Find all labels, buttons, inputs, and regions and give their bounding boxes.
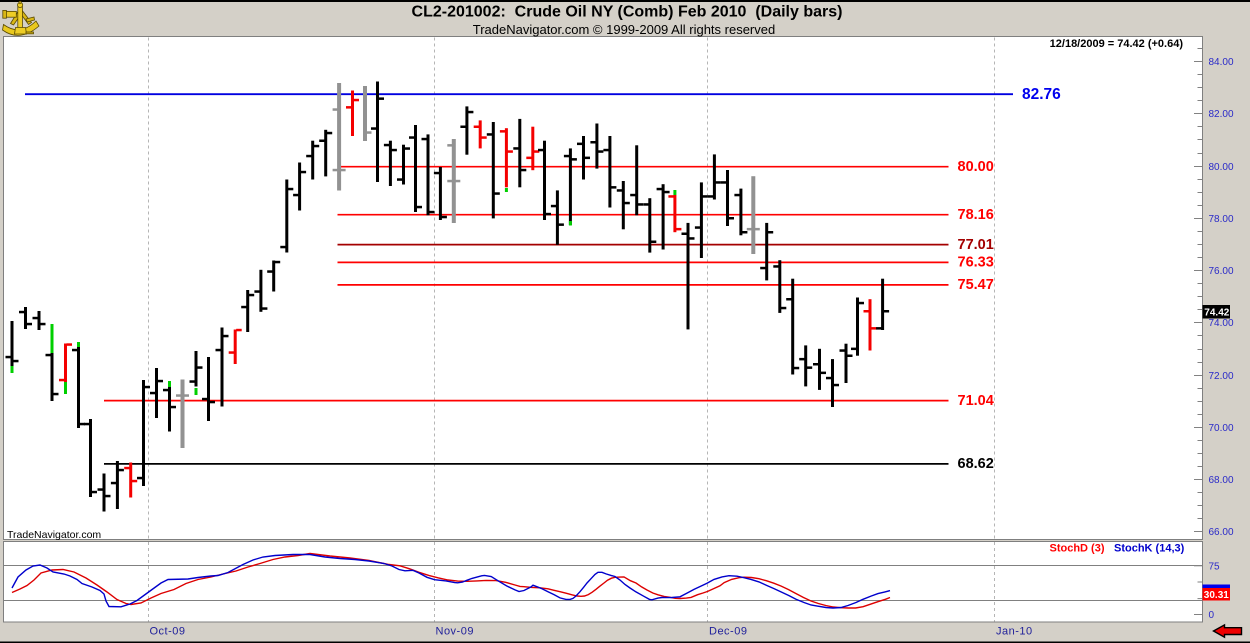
svg-text:Jan-10: Jan-10	[996, 626, 1033, 638]
svg-text:Dec-09: Dec-09	[709, 626, 747, 638]
svg-text:76.33: 76.33	[958, 255, 994, 271]
svg-text:Oct-09: Oct-09	[150, 626, 186, 638]
svg-text:82.76: 82.76	[1022, 86, 1061, 103]
svg-text:68.62: 68.62	[958, 456, 994, 472]
svg-text:76.00: 76.00	[1209, 266, 1234, 277]
svg-text:84.00: 84.00	[1209, 57, 1234, 68]
svg-text:12/18/2009 = 74.42 (+0.64): 12/18/2009 = 74.42 (+0.64)	[1050, 38, 1184, 50]
svg-text:74.00: 74.00	[1209, 318, 1234, 329]
svg-text:75.47: 75.47	[958, 277, 994, 293]
svg-text:78.00: 78.00	[1209, 214, 1234, 225]
svg-text:0: 0	[1209, 610, 1215, 621]
svg-text:80.00: 80.00	[958, 159, 994, 175]
svg-text:TradeNavigator.com: TradeNavigator.com	[7, 529, 101, 541]
svg-text:66.00: 66.00	[1209, 527, 1234, 538]
svg-text:75: 75	[1209, 561, 1221, 572]
svg-text:78.16: 78.16	[958, 207, 994, 223]
svg-text:82.00: 82.00	[1209, 109, 1234, 120]
svg-text:TradeNavigator.com © 1999-2009: TradeNavigator.com © 1999-2009 All right…	[473, 22, 775, 37]
svg-text:30.31: 30.31	[1204, 590, 1229, 601]
svg-text:74.42: 74.42	[1204, 307, 1229, 318]
svg-text:80.00: 80.00	[1209, 162, 1234, 173]
svg-text:72.00: 72.00	[1209, 371, 1234, 382]
svg-text:StochK (14,3): StochK (14,3)	[1114, 543, 1185, 555]
svg-text:CL2-201002: Crude Oil NY (Com: CL2-201002: Crude Oil NY (Comb) Feb 2010…	[412, 4, 843, 21]
svg-text:68.00: 68.00	[1209, 475, 1234, 486]
svg-text:Nov-09: Nov-09	[436, 626, 474, 638]
svg-text:StochD (3): StochD (3)	[1050, 543, 1105, 555]
svg-text:71.04: 71.04	[958, 393, 994, 409]
svg-text:77.01: 77.01	[958, 237, 994, 253]
svg-text:70.00: 70.00	[1209, 423, 1234, 434]
